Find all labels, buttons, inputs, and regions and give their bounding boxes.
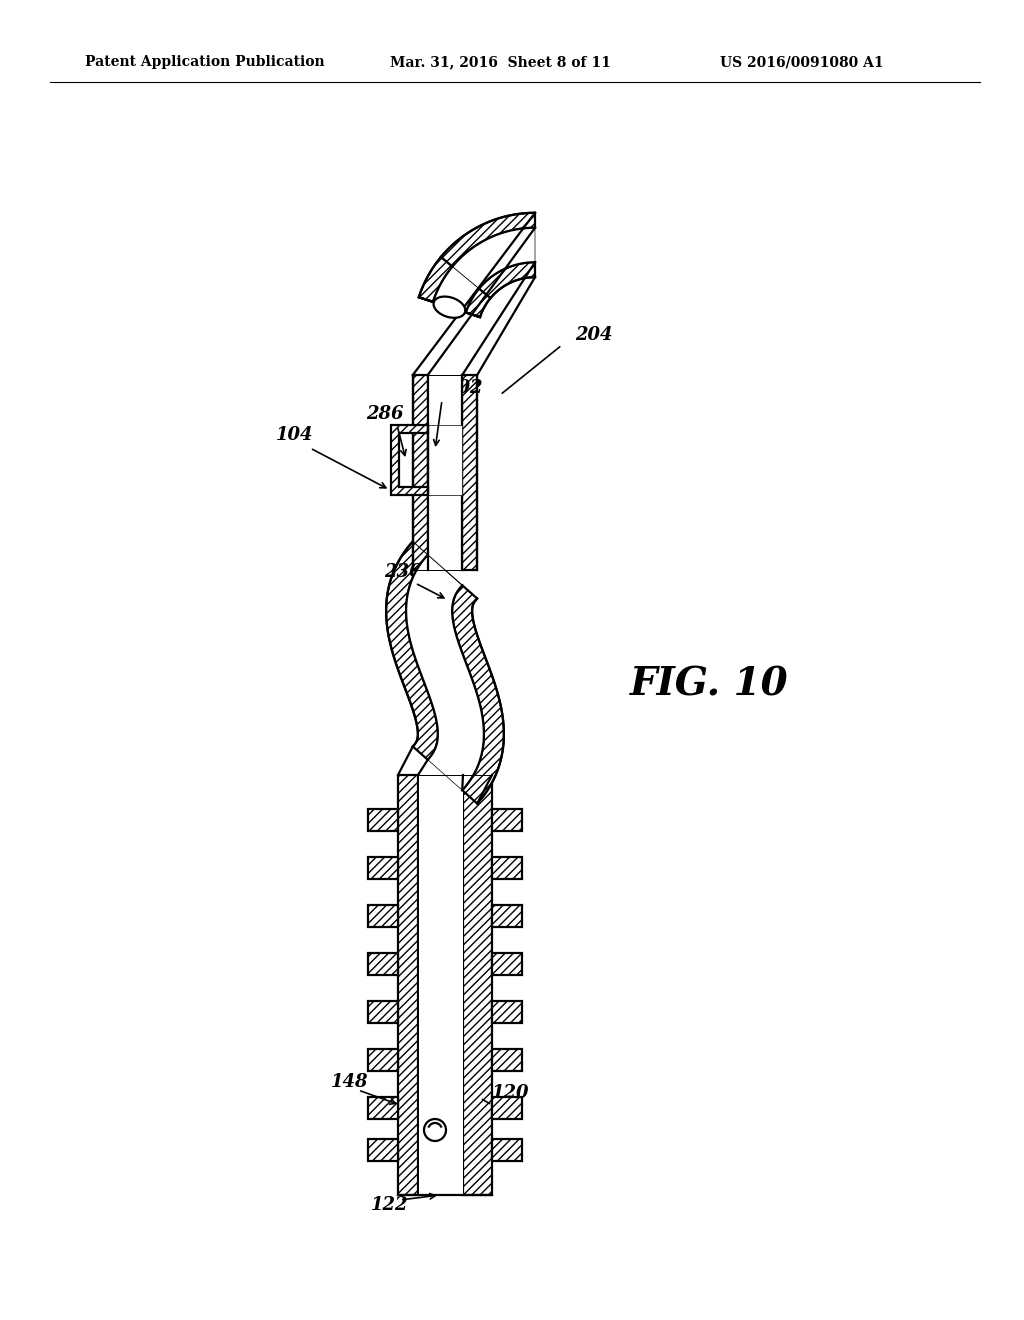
Text: 286: 286 xyxy=(367,405,403,422)
Polygon shape xyxy=(433,267,479,313)
Polygon shape xyxy=(386,541,438,760)
Polygon shape xyxy=(492,1049,522,1071)
Polygon shape xyxy=(368,906,398,927)
Polygon shape xyxy=(368,1139,398,1162)
Polygon shape xyxy=(368,1097,398,1119)
Text: 148: 148 xyxy=(331,1073,369,1092)
Polygon shape xyxy=(368,809,398,832)
Polygon shape xyxy=(492,857,522,879)
Polygon shape xyxy=(391,425,428,495)
Polygon shape xyxy=(428,425,462,495)
Polygon shape xyxy=(419,257,453,302)
Polygon shape xyxy=(368,1001,398,1023)
Circle shape xyxy=(424,1119,446,1140)
Polygon shape xyxy=(492,953,522,975)
Polygon shape xyxy=(428,375,462,570)
Text: 122: 122 xyxy=(372,1196,409,1214)
Polygon shape xyxy=(441,213,535,267)
Text: 120: 120 xyxy=(492,1084,529,1102)
Text: Patent Application Publication: Patent Application Publication xyxy=(85,55,325,69)
Polygon shape xyxy=(462,375,477,570)
Polygon shape xyxy=(463,775,492,1195)
Polygon shape xyxy=(492,906,522,927)
Polygon shape xyxy=(492,1001,522,1023)
Polygon shape xyxy=(368,1049,398,1071)
Text: US 2016/0091080 A1: US 2016/0091080 A1 xyxy=(720,55,884,69)
Polygon shape xyxy=(368,857,398,879)
Polygon shape xyxy=(492,1097,522,1119)
Polygon shape xyxy=(453,585,504,804)
Text: 204: 204 xyxy=(575,326,612,345)
Text: Mar. 31, 2016  Sheet 8 of 11: Mar. 31, 2016 Sheet 8 of 11 xyxy=(390,55,611,69)
Polygon shape xyxy=(479,263,535,298)
Text: FIG. 10: FIG. 10 xyxy=(630,667,788,704)
Polygon shape xyxy=(398,775,418,1195)
Text: 202: 202 xyxy=(445,379,482,397)
Polygon shape xyxy=(466,289,490,317)
Polygon shape xyxy=(407,554,484,791)
Polygon shape xyxy=(368,953,398,975)
Polygon shape xyxy=(492,1139,522,1162)
Polygon shape xyxy=(418,775,463,1195)
Text: 104: 104 xyxy=(276,426,313,444)
Ellipse shape xyxy=(433,297,465,318)
Polygon shape xyxy=(492,809,522,832)
Polygon shape xyxy=(419,297,480,317)
Polygon shape xyxy=(413,375,428,570)
Text: 236: 236 xyxy=(384,564,422,581)
Polygon shape xyxy=(453,228,535,289)
